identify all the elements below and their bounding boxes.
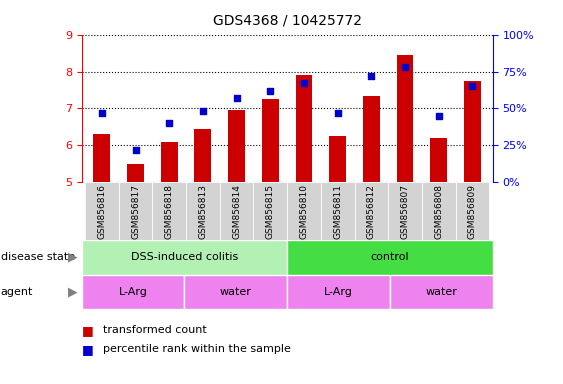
Text: L-Arg: L-Arg bbox=[324, 287, 353, 297]
Bar bbox=[194, 129, 211, 182]
Bar bbox=[388, 182, 422, 240]
Text: transformed count: transformed count bbox=[103, 325, 207, 335]
Point bbox=[165, 120, 174, 126]
Text: ▶: ▶ bbox=[68, 285, 78, 298]
Bar bbox=[228, 110, 245, 182]
Bar bbox=[455, 182, 489, 240]
Point bbox=[232, 95, 241, 101]
Bar bbox=[153, 182, 186, 240]
Text: GSM856814: GSM856814 bbox=[232, 184, 241, 238]
Bar bbox=[422, 182, 455, 240]
Bar bbox=[253, 182, 287, 240]
Bar bbox=[329, 136, 346, 182]
Point bbox=[266, 88, 275, 94]
Text: GSM856813: GSM856813 bbox=[198, 184, 207, 239]
Bar bbox=[355, 182, 388, 240]
Bar bbox=[220, 182, 253, 240]
Point bbox=[198, 108, 207, 114]
Bar bbox=[186, 182, 220, 240]
Text: GSM856816: GSM856816 bbox=[97, 184, 106, 239]
Point bbox=[300, 80, 309, 86]
Bar bbox=[127, 164, 144, 182]
Bar bbox=[363, 96, 380, 182]
Point bbox=[468, 83, 477, 89]
Text: GDS4368 / 10425772: GDS4368 / 10425772 bbox=[213, 13, 361, 27]
Bar bbox=[93, 134, 110, 182]
Text: agent: agent bbox=[1, 287, 33, 297]
Point bbox=[97, 110, 106, 116]
Point bbox=[131, 147, 140, 153]
Point bbox=[333, 110, 342, 116]
Bar bbox=[82, 275, 185, 309]
Text: GSM856815: GSM856815 bbox=[266, 184, 275, 239]
Bar bbox=[430, 138, 447, 182]
Bar bbox=[287, 182, 321, 240]
Bar bbox=[185, 275, 287, 309]
Text: L-Arg: L-Arg bbox=[119, 287, 148, 297]
Text: GSM856812: GSM856812 bbox=[367, 184, 376, 238]
Text: percentile rank within the sample: percentile rank within the sample bbox=[103, 344, 291, 354]
Point bbox=[434, 113, 443, 119]
Bar bbox=[82, 240, 287, 275]
Text: water: water bbox=[220, 287, 252, 297]
Bar bbox=[396, 55, 413, 182]
Text: ■: ■ bbox=[82, 343, 93, 356]
Text: ▶: ▶ bbox=[68, 251, 78, 264]
Text: GSM856817: GSM856817 bbox=[131, 184, 140, 239]
Text: GSM856808: GSM856808 bbox=[434, 184, 443, 239]
Text: disease state: disease state bbox=[1, 252, 75, 262]
Point bbox=[400, 64, 409, 70]
Text: water: water bbox=[425, 287, 457, 297]
Text: control: control bbox=[370, 252, 409, 262]
Text: GSM856810: GSM856810 bbox=[300, 184, 309, 239]
Point bbox=[367, 73, 376, 79]
Text: ■: ■ bbox=[82, 324, 93, 337]
Bar bbox=[390, 275, 493, 309]
Text: GSM856809: GSM856809 bbox=[468, 184, 477, 239]
Text: GSM856818: GSM856818 bbox=[165, 184, 174, 239]
Bar bbox=[287, 275, 390, 309]
Bar bbox=[85, 182, 119, 240]
Bar bbox=[296, 75, 312, 182]
Bar bbox=[262, 99, 279, 182]
Bar bbox=[161, 142, 178, 182]
Bar bbox=[464, 81, 481, 182]
Text: DSS-induced colitis: DSS-induced colitis bbox=[131, 252, 238, 262]
Bar bbox=[287, 240, 493, 275]
Bar bbox=[119, 182, 153, 240]
Text: GSM856811: GSM856811 bbox=[333, 184, 342, 239]
Text: GSM856807: GSM856807 bbox=[400, 184, 409, 239]
Bar bbox=[321, 182, 355, 240]
